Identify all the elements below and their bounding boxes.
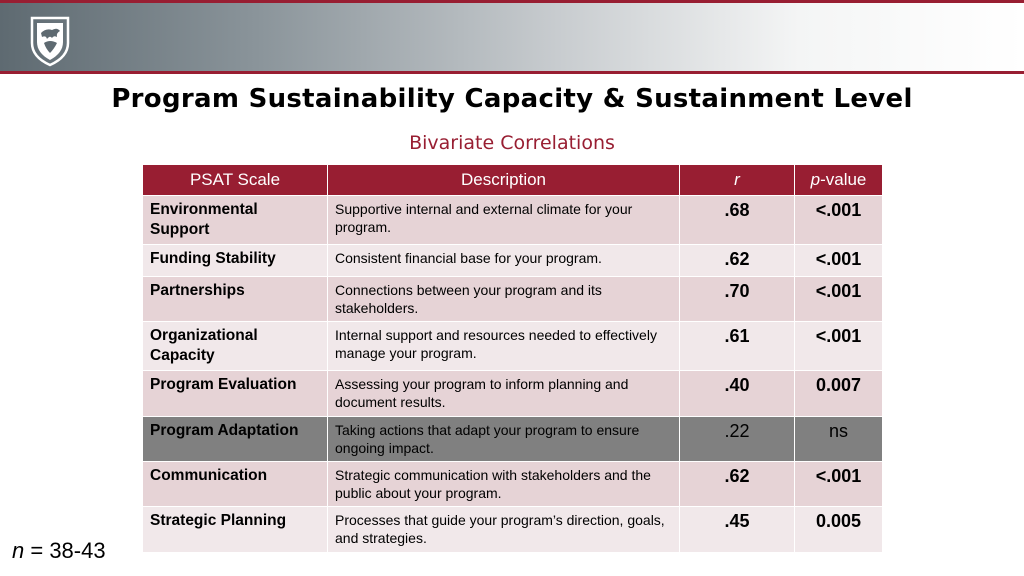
p-cell: 0.007: [794, 370, 883, 417]
description-cell: Taking actions that adapt your program t…: [327, 416, 680, 462]
scale-cell: Funding Stability: [142, 244, 328, 277]
top-accent-line: [0, 0, 1024, 3]
table-header-row: PSAT Scale Description r p-value: [142, 164, 883, 196]
table-row: Organizational Capacity Internal support…: [142, 321, 883, 371]
scale-cell: Program Adaptation: [142, 416, 328, 462]
description-cell: Processes that guide your program’s dire…: [327, 506, 680, 553]
p-cell: <.001: [794, 276, 883, 322]
description-cell: Internal support and resources needed to…: [327, 321, 680, 371]
table-row: Communication Strategic communication wi…: [142, 461, 883, 507]
scale-cell: Program Evaluation: [142, 370, 328, 417]
header-band: [0, 3, 1024, 71]
n-variable: n: [12, 538, 25, 563]
table-row: Program Evaluation Assessing your progra…: [142, 370, 883, 417]
description-cell: Connections between your program and its…: [327, 276, 680, 322]
scale-cell: Communication: [142, 461, 328, 507]
header-description: Description: [327, 164, 680, 196]
r-cell: .45: [679, 506, 795, 553]
description-cell: Assessing your program to inform plannin…: [327, 370, 680, 417]
header-p-value: p-value: [794, 164, 883, 196]
sample-size-label: n = 38-43: [12, 538, 106, 564]
n-range: = 38-43: [24, 538, 106, 563]
r-cell: .61: [679, 321, 795, 371]
table-row: Partnerships Connections between your pr…: [142, 276, 883, 322]
slide-title: Program Sustainability Capacity & Sustai…: [111, 84, 913, 114]
wsu-cougar-shield-icon: [30, 16, 70, 67]
table-row: Environmental Support Supportive interna…: [142, 195, 883, 245]
description-cell: Supportive internal and external climate…: [327, 195, 680, 245]
header-r: r: [679, 164, 795, 196]
slide-subtitle: Bivariate Correlations: [409, 132, 615, 154]
scale-cell: Strategic Planning: [142, 506, 328, 553]
p-cell: <.001: [794, 321, 883, 371]
scale-cell: Partnerships: [142, 276, 328, 322]
r-cell: .70: [679, 276, 795, 322]
p-cell: <.001: [794, 244, 883, 277]
description-cell: Strategic communication with stakeholder…: [327, 461, 680, 507]
scale-cell: Environmental Support: [142, 195, 328, 245]
p-cell: ns: [794, 416, 883, 462]
r-cell: .22: [679, 416, 795, 462]
p-cell: <.001: [794, 195, 883, 245]
header-psat-scale: PSAT Scale: [142, 164, 328, 196]
table-row: Program Adaptation Taking actions that a…: [142, 416, 883, 462]
table-row: Strategic Planning Processes that guide …: [142, 506, 883, 553]
r-cell: .62: [679, 461, 795, 507]
header-p-rest: -value: [820, 170, 867, 189]
header-rule: [0, 71, 1024, 74]
description-cell: Consistent financial base for your progr…: [327, 244, 680, 277]
p-cell: 0.005: [794, 506, 883, 553]
header-r-label: r: [734, 170, 740, 189]
header-p-italic: p: [810, 170, 821, 189]
r-cell: .40: [679, 370, 795, 417]
p-cell: <.001: [794, 461, 883, 507]
table-row: Funding Stability Consistent financial b…: [142, 244, 883, 277]
r-cell: .68: [679, 195, 795, 245]
scale-cell: Organizational Capacity: [142, 321, 328, 371]
r-cell: .62: [679, 244, 795, 277]
correlation-table: PSAT Scale Description r p-value Environ…: [142, 164, 883, 553]
